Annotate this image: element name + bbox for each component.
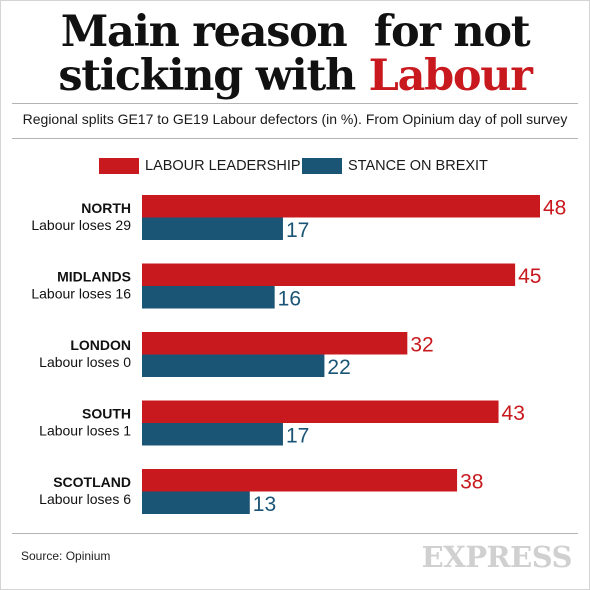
category-note-south: Labour loses 1	[39, 423, 131, 439]
legend-label-leadership: LABOUR LEADERSHIP	[145, 158, 301, 174]
chart-title: Main reason for not sticking with Labour	[0, 10, 590, 98]
data-label-london-leadership: 32	[410, 334, 433, 357]
title-accent-word: Labour	[368, 51, 533, 101]
category-label-london: LONDON	[70, 337, 131, 353]
category-label-midlands: MIDLANDS	[57, 269, 131, 285]
bar-south-leadership	[142, 400, 499, 423]
bar-north-brexit	[142, 217, 283, 240]
data-label-south-brexit: 17	[286, 425, 309, 448]
legend-label-brexit: STANCE ON BREXIT	[348, 158, 488, 174]
bar-london-brexit	[142, 354, 325, 377]
source-note: Source: Opinium	[21, 549, 111, 563]
data-label-scotland-brexit: 13	[253, 493, 276, 516]
bar-north-leadership	[142, 195, 540, 218]
data-label-london-brexit: 22	[327, 356, 350, 379]
category-note-midlands: Labour loses 16	[31, 286, 131, 302]
data-label-scotland-leadership: 38	[460, 471, 483, 494]
bar-london-leadership	[142, 332, 408, 355]
category-note-north: Labour loses 29	[31, 217, 131, 233]
top-divider	[12, 103, 578, 104]
category-label-south: SOUTH	[82, 406, 131, 422]
bar-scotland-brexit	[142, 491, 250, 514]
legend-swatch-leadership	[99, 158, 139, 174]
express-logo: EXPRESS	[421, 540, 573, 574]
data-label-south-leadership: 43	[502, 402, 525, 425]
data-label-north-leadership: 48	[543, 197, 566, 220]
title-line-2-prefix: sticking with	[58, 51, 369, 101]
title-line-2: sticking with Labour	[0, 54, 590, 98]
chart-subtitle: Regional splits GE17 to GE19 Labour defe…	[22, 111, 568, 127]
footer-divider	[12, 533, 578, 534]
category-label-scotland: SCOTLAND	[53, 474, 131, 490]
bar-midlands-brexit	[142, 286, 275, 309]
data-label-midlands-brexit: 16	[278, 288, 301, 311]
data-label-midlands-leadership: 45	[518, 265, 541, 288]
category-label-north: NORTH	[81, 200, 131, 216]
category-note-scotland: Labour loses 6	[39, 491, 131, 507]
subtitle-divider	[12, 138, 578, 139]
bar-scotland-leadership	[142, 469, 458, 492]
data-label-north-brexit: 17	[286, 219, 309, 242]
bar-south-brexit	[142, 423, 283, 446]
legend-swatch-brexit	[302, 158, 342, 174]
category-note-london: Labour loses 0	[39, 354, 131, 370]
bar-midlands-leadership	[142, 263, 516, 286]
title-line-1: Main reason for not	[60, 7, 531, 57]
